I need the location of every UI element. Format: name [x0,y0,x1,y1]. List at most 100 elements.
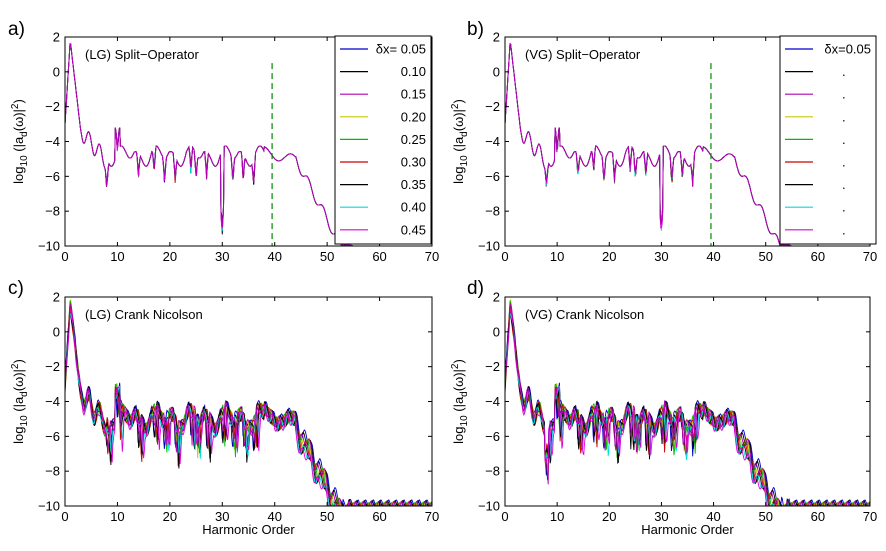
y-label-part: ) [451,99,466,103]
x-tick-label: 40 [267,249,281,264]
y-tick-label: −8 [45,204,60,219]
x-tick-label: 50 [320,249,334,264]
x-tick-label: 40 [706,509,720,524]
legend-label: . [842,155,846,170]
legend-label: . [842,132,846,147]
panel-title: (VG) Crank Nicolson [525,307,644,322]
y-label-part: 2 [10,103,21,109]
y-label-part: ) [11,359,26,363]
y-tick-label: 2 [493,30,500,45]
y-label-part: (ω)| [11,109,26,131]
legend-label: δx= 0.05 [376,42,426,57]
y-tick-label: 0 [53,64,60,79]
y-label-part: d [459,131,470,137]
legend-label: 0.10 [401,64,426,79]
y-tick-label: −8 [485,204,500,219]
x-tick-label: 30 [215,509,229,524]
y-tick-label: −4 [485,134,500,149]
x-tick-label: 10 [110,249,124,264]
x-tick-label: 50 [758,509,772,524]
y-label-part: 2 [450,103,461,109]
x-tick-label: 10 [550,249,564,264]
legend-box [779,35,877,245]
x-tick-label: 60 [811,509,825,524]
x-tick-label: 50 [320,509,334,524]
x-tick-label: 60 [372,249,386,264]
y-label-part: (|a [11,136,26,155]
x-tick-label: 20 [163,509,177,524]
x-axis-label: Harmonic Order [641,522,734,537]
y-label-part: log [11,166,26,183]
y-label-part: ) [11,99,26,103]
y-tick-label: −2 [45,99,60,114]
series-line [65,309,432,506]
y-label-part: (|a [451,396,466,415]
legend-label: . [842,200,846,215]
x-tick-label: 60 [811,249,825,264]
y-tick-label: −10 [38,499,60,514]
legend-label: . [842,177,846,192]
panel-title: (VG) Split−Operator [525,47,641,62]
series-line [65,303,432,506]
series-group [505,43,870,246]
y-tick-label: −4 [45,394,60,409]
y-label-part: 2 [450,363,461,369]
series-group [505,298,870,506]
y-tick-label: −10 [478,499,500,514]
legend-label: 0.35 [401,177,426,192]
legend-label: . [842,109,846,124]
y-tick-label: −2 [45,359,60,374]
x-tick-label: 60 [372,509,386,524]
y-tick-label: −2 [485,359,500,374]
y-tick-label: −2 [485,99,500,114]
x-tick-label: 20 [602,249,616,264]
y-label-part: (|a [451,136,466,155]
x-tick-label: 20 [602,509,616,524]
y-tick-label: −10 [38,239,60,254]
y-tick-label: 0 [493,324,500,339]
legend-label: 0.40 [401,200,426,215]
y-axis-label: log10 (|ad(ω)|2) [10,99,30,184]
x-axis-label: Harmonic Order [202,522,295,537]
y-tick-label: −6 [45,169,60,184]
legend-prefix: δx= [376,42,401,57]
panel-title: (LG) Crank Nicolson [85,307,203,322]
x-tick-label: 70 [863,249,877,264]
legend-label: 0.20 [401,109,426,124]
panel-title: (LG) Split−Operator [85,47,199,62]
y-label-part: (ω)| [11,369,26,391]
y-label-part: 10 [19,415,30,427]
y-tick-label: −6 [485,169,500,184]
y-label-part: ) [451,359,466,363]
x-tick-label: 30 [654,509,668,524]
x-tick-label: 0 [501,249,508,264]
legend-label: . [842,222,846,237]
y-label-part: 10 [459,415,470,427]
series-line [505,303,870,506]
legend-label: . [842,87,846,102]
x-tick-label: 10 [110,509,124,524]
y-axis-label: log10 (|ad(ω)|2) [10,359,30,444]
legend-value: 0.05 [846,42,871,57]
y-label-part: 2 [10,363,21,369]
y-label-part: 10 [459,155,470,167]
y-label-part: d [19,391,30,397]
x-tick-label: 0 [501,509,508,524]
y-tick-label: 0 [493,64,500,79]
x-tick-label: 70 [425,249,439,264]
y-tick-label: 2 [493,290,500,305]
legend-box [334,35,432,245]
y-tick-label: 2 [53,290,60,305]
panel-label: b) [467,19,484,40]
y-label-part: (ω)| [451,109,466,131]
x-tick-label: 40 [706,249,720,264]
y-label-part: (ω)| [451,369,466,391]
y-tick-label: −6 [485,429,500,444]
x-tick-label: 70 [863,509,877,524]
y-label-part: log [451,426,466,443]
series-line [505,43,870,246]
